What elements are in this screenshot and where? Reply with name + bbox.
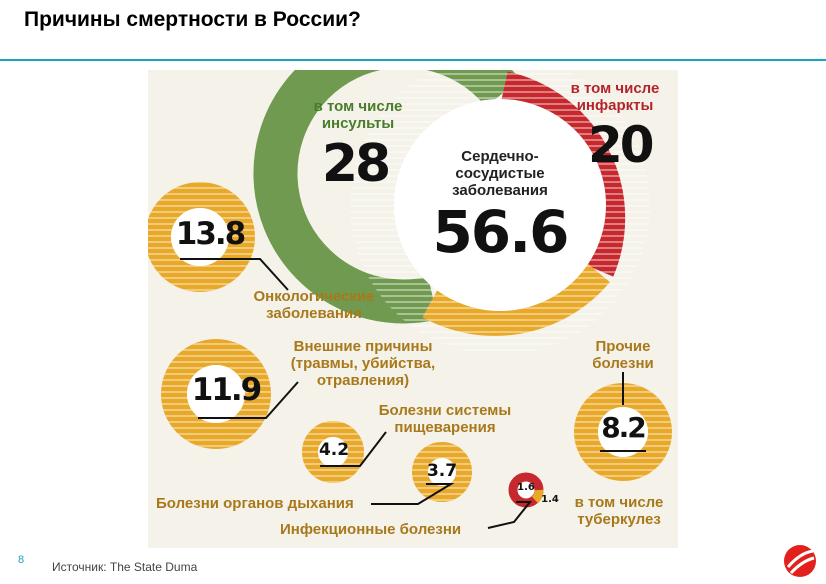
infarcts-label-line-2: инфаркты xyxy=(576,97,654,114)
digestive-value: 4.2 xyxy=(318,440,350,460)
digestive-label-line-2: пищеварения xyxy=(394,419,496,436)
digestive-label-line-1: Болезни системы xyxy=(378,402,512,419)
strokes-label: в том числе инсульты xyxy=(298,98,418,132)
infectious-value: 1.6 xyxy=(517,482,535,493)
cardio-label-line-3: заболевания xyxy=(452,182,548,199)
cardio-label-line-1: Сердечно- xyxy=(461,148,539,165)
title-divider xyxy=(0,59,826,61)
tb-value: 1.4 xyxy=(541,494,559,505)
tb-label-line-1: в том числе xyxy=(574,494,664,511)
external-ring xyxy=(161,339,299,449)
cardio-label-line-2: сосудистые xyxy=(455,165,545,182)
respiratory-ring xyxy=(371,442,472,505)
infographic-graphics xyxy=(148,70,672,529)
strokes-label-line-2: инсульты xyxy=(321,115,395,132)
brand-logo-graphic xyxy=(784,545,816,577)
cardio-donut xyxy=(253,70,650,355)
strokes-value: 28 xyxy=(321,134,391,194)
other-label-line-1: Прочие xyxy=(595,338,651,355)
external-value: 11.9 xyxy=(191,372,263,408)
cardio-segment-strokes xyxy=(253,70,521,324)
external-label-line-2: (травмы, убийства, xyxy=(290,355,436,372)
other-label: Прочие болезни xyxy=(573,338,673,372)
infarcts-value: 20 xyxy=(588,116,655,174)
respiratory-label: Болезни органов дыхания xyxy=(156,495,354,512)
other-value: 8.2 xyxy=(601,411,647,444)
digestive-ring xyxy=(302,421,387,483)
oncology-value: 13.8 xyxy=(175,216,247,252)
slide-title: Причины смертности в России? xyxy=(24,8,361,31)
oncology-label-line-2: заболевания xyxy=(266,305,362,322)
tb-label: в том числе туберкулез xyxy=(564,494,674,528)
infarcts-label-line-1: в том числе xyxy=(570,80,660,97)
external-label-line-1: Внешние причины xyxy=(293,338,433,355)
brand-logo-icon xyxy=(782,543,818,584)
respiratory-value: 3.7 xyxy=(426,461,458,481)
page-number: 8 xyxy=(18,554,25,566)
mortality-infographic: Сердечно- сосудистые заболевания 56.6 в … xyxy=(148,70,678,548)
oncology-ring xyxy=(148,182,289,292)
oncology-label-line-1: Онкологические xyxy=(253,288,375,305)
infarcts-label: в том числе инфаркты xyxy=(560,80,670,114)
other-ring xyxy=(574,372,672,481)
infectious-ring xyxy=(487,472,544,529)
tb-label-line-2: туберкулез xyxy=(577,511,661,528)
cardio-label: Сердечно- сосудистые заболевания xyxy=(424,148,576,199)
cardio-value: 56.6 xyxy=(432,198,569,266)
infectious-label: Инфекционные болезни xyxy=(280,521,462,538)
source-caption: Источник: The State Duma xyxy=(52,560,198,574)
other-label-line-2: болезни xyxy=(592,355,654,372)
external-label: Внешние причины (травмы, убийства, отрав… xyxy=(278,338,448,389)
strokes-label-line-1: в том числе xyxy=(313,98,403,115)
digestive-label: Болезни системы пищеварения xyxy=(370,402,520,436)
oncology-label: Онкологические заболевания xyxy=(244,288,384,322)
external-label-line-3: отравления) xyxy=(316,372,410,389)
